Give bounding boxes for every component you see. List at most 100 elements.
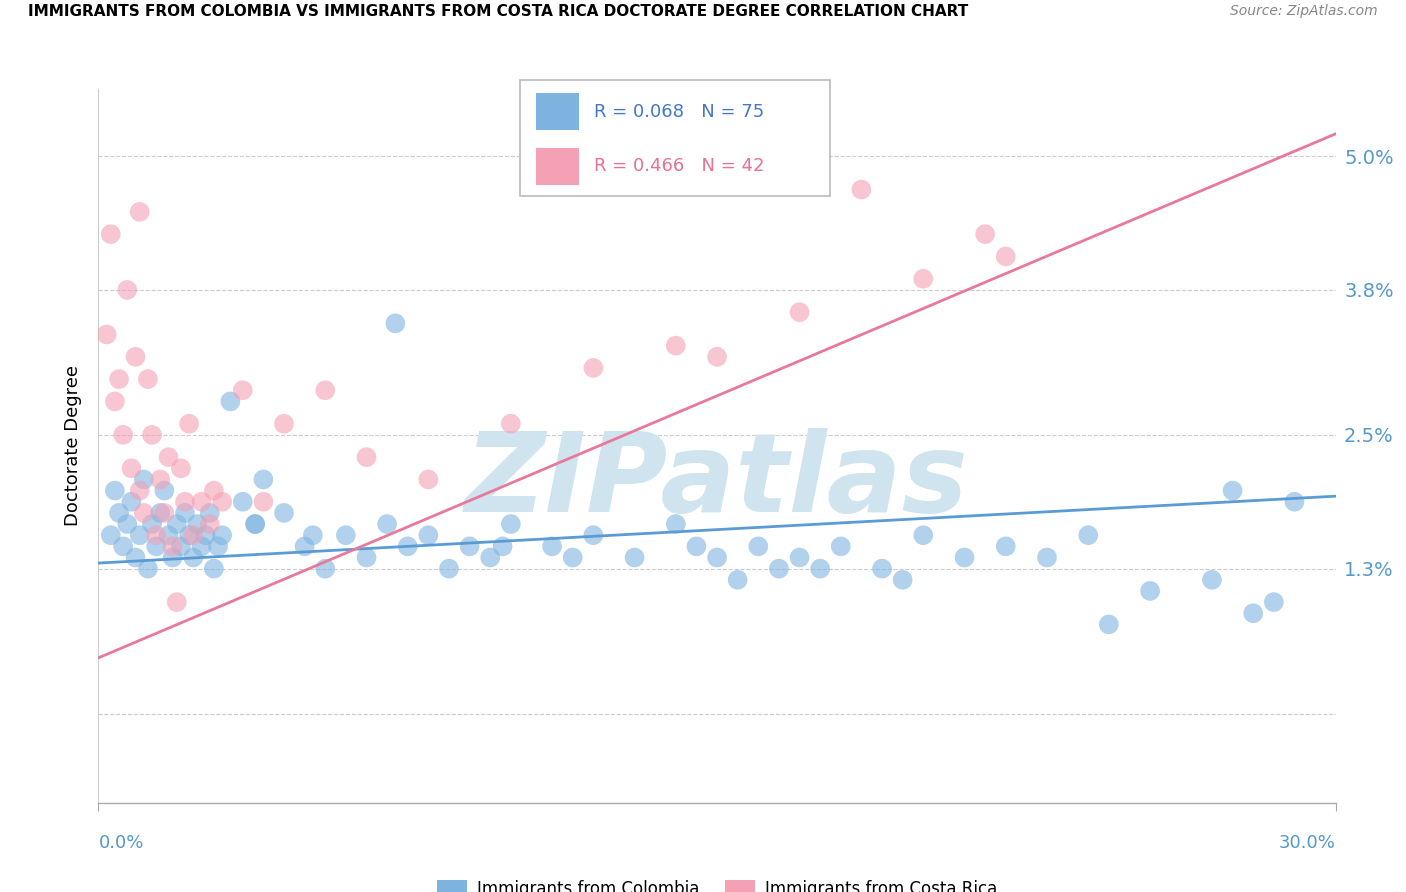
Point: [994, 250, 1017, 264]
Point: [396, 539, 419, 553]
Point: [994, 539, 1017, 553]
Point: [314, 562, 336, 576]
Point: [145, 528, 167, 542]
Point: [207, 539, 229, 553]
Point: [356, 450, 378, 464]
Point: [190, 494, 212, 508]
Point: [132, 506, 155, 520]
Point: [1077, 528, 1099, 542]
Point: [181, 550, 204, 565]
Point: [174, 506, 197, 520]
Point: [541, 539, 564, 553]
Point: [162, 539, 184, 553]
Point: [561, 550, 583, 565]
Point: [170, 461, 193, 475]
Point: [727, 573, 749, 587]
FancyBboxPatch shape: [536, 147, 579, 185]
Point: [219, 394, 242, 409]
Point: [170, 539, 193, 553]
Point: [128, 528, 150, 542]
Point: [136, 562, 159, 576]
Point: [870, 562, 893, 576]
Point: [166, 595, 188, 609]
Point: [211, 528, 233, 542]
Point: [243, 517, 266, 532]
Point: [1222, 483, 1244, 498]
Point: [120, 461, 142, 475]
Point: [153, 506, 176, 520]
Point: [141, 428, 163, 442]
Point: [851, 182, 873, 196]
Point: [418, 473, 440, 487]
Point: [243, 517, 266, 532]
Point: [582, 528, 605, 542]
Point: [211, 494, 233, 508]
Point: [190, 539, 212, 553]
Point: [437, 562, 460, 576]
Point: [418, 528, 440, 542]
Text: 0.0%: 0.0%: [98, 834, 143, 852]
Point: [491, 539, 513, 553]
Point: [141, 517, 163, 532]
Point: [194, 528, 217, 542]
Point: [974, 227, 997, 241]
Point: [273, 417, 295, 431]
Point: [1036, 550, 1059, 565]
Text: 30.0%: 30.0%: [1279, 834, 1336, 852]
Point: [117, 517, 139, 532]
Point: [1284, 494, 1306, 508]
FancyBboxPatch shape: [520, 80, 830, 196]
Point: [112, 539, 135, 553]
Point: [665, 517, 688, 532]
Point: [117, 283, 139, 297]
Point: [104, 394, 127, 409]
Point: [1241, 607, 1264, 621]
Point: [166, 517, 188, 532]
Point: [108, 506, 131, 520]
Point: [232, 494, 254, 508]
Y-axis label: Doctorate Degree: Doctorate Degree: [65, 366, 83, 526]
Point: [157, 528, 180, 542]
Point: [479, 550, 502, 565]
Point: [384, 317, 406, 331]
Point: [112, 428, 135, 442]
Point: [232, 384, 254, 398]
Point: [149, 473, 172, 487]
Point: [1139, 583, 1161, 598]
Point: [153, 483, 176, 498]
Point: [179, 528, 201, 542]
Point: [912, 271, 935, 285]
Point: [181, 528, 204, 542]
Point: [124, 550, 146, 565]
Point: [706, 350, 728, 364]
Point: [356, 550, 378, 565]
Point: [294, 539, 316, 553]
Point: [149, 506, 172, 520]
Point: [1263, 595, 1285, 609]
FancyBboxPatch shape: [536, 93, 579, 130]
Text: Source: ZipAtlas.com: Source: ZipAtlas.com: [1230, 4, 1378, 19]
Point: [335, 528, 357, 542]
Point: [179, 417, 201, 431]
Point: [128, 205, 150, 219]
Point: [100, 227, 122, 241]
Point: [136, 372, 159, 386]
Point: [198, 517, 221, 532]
Point: [145, 539, 167, 553]
Point: [1201, 573, 1223, 587]
Point: [124, 350, 146, 364]
Point: [273, 506, 295, 520]
Point: [186, 517, 208, 532]
Point: [685, 539, 707, 553]
Point: [623, 550, 645, 565]
Point: [104, 483, 127, 498]
Point: [665, 338, 688, 352]
Point: [128, 483, 150, 498]
Point: [1098, 617, 1121, 632]
Point: [157, 450, 180, 464]
Point: [375, 517, 398, 532]
Point: [202, 483, 225, 498]
Point: [582, 360, 605, 375]
Point: [252, 494, 274, 508]
Point: [96, 327, 118, 342]
